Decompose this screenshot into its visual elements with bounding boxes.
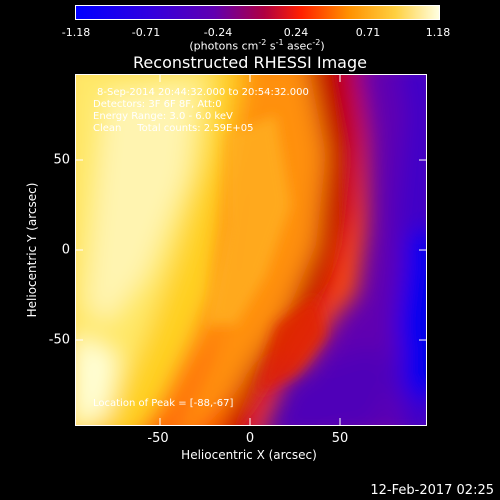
x-tick-label: 0 bbox=[245, 431, 255, 446]
info-time-range: 8-Sep-2014 20:44:32.000 to 20:54:32.000 bbox=[97, 87, 309, 98]
colorbar-tick-label: 0.24 bbox=[283, 26, 309, 39]
timestamp: 12-Feb-2017 02:25 bbox=[370, 483, 494, 498]
intensity-map bbox=[76, 75, 426, 425]
plot-title: Reconstructed RHESSI Image bbox=[133, 53, 367, 72]
info-energy-range: Energy Range: 3.0 - 6.0 keV bbox=[93, 111, 233, 122]
colorbar bbox=[75, 5, 440, 20]
colorbar-tick-label: -0.71 bbox=[131, 26, 161, 39]
info-total-counts: Clean Total counts: 2.59E+05 bbox=[93, 123, 254, 134]
colorbar-tick-label: -1.18 bbox=[61, 26, 91, 39]
colorbar-gradient bbox=[76, 6, 439, 19]
info-peak-location: Location of Peak = [-88,-67] bbox=[93, 398, 234, 409]
colorbar-tick-label: 1.18 bbox=[425, 26, 451, 39]
info-detectors: Detectors: 3F 6F 8F, Att:0 bbox=[93, 99, 222, 110]
x-axis-label: Heliocentric X (arcsec) bbox=[181, 448, 317, 462]
y-tick-label: -50 bbox=[48, 332, 70, 348]
colorbar-units: (photons cm-2 s-1 asec-2) bbox=[189, 38, 325, 53]
y-tick-label: 0 bbox=[61, 242, 70, 258]
rhessi-image bbox=[75, 74, 427, 426]
colorbar-tick-label: -0.24 bbox=[203, 26, 233, 39]
y-tick-label: 50 bbox=[53, 152, 70, 168]
y-axis-label: Heliocentric Y (arcsec) bbox=[25, 182, 39, 318]
x-tick-label: -50 bbox=[147, 431, 169, 446]
colorbar-tick-label: 0.71 bbox=[355, 26, 381, 39]
x-tick-label: 50 bbox=[331, 431, 349, 446]
